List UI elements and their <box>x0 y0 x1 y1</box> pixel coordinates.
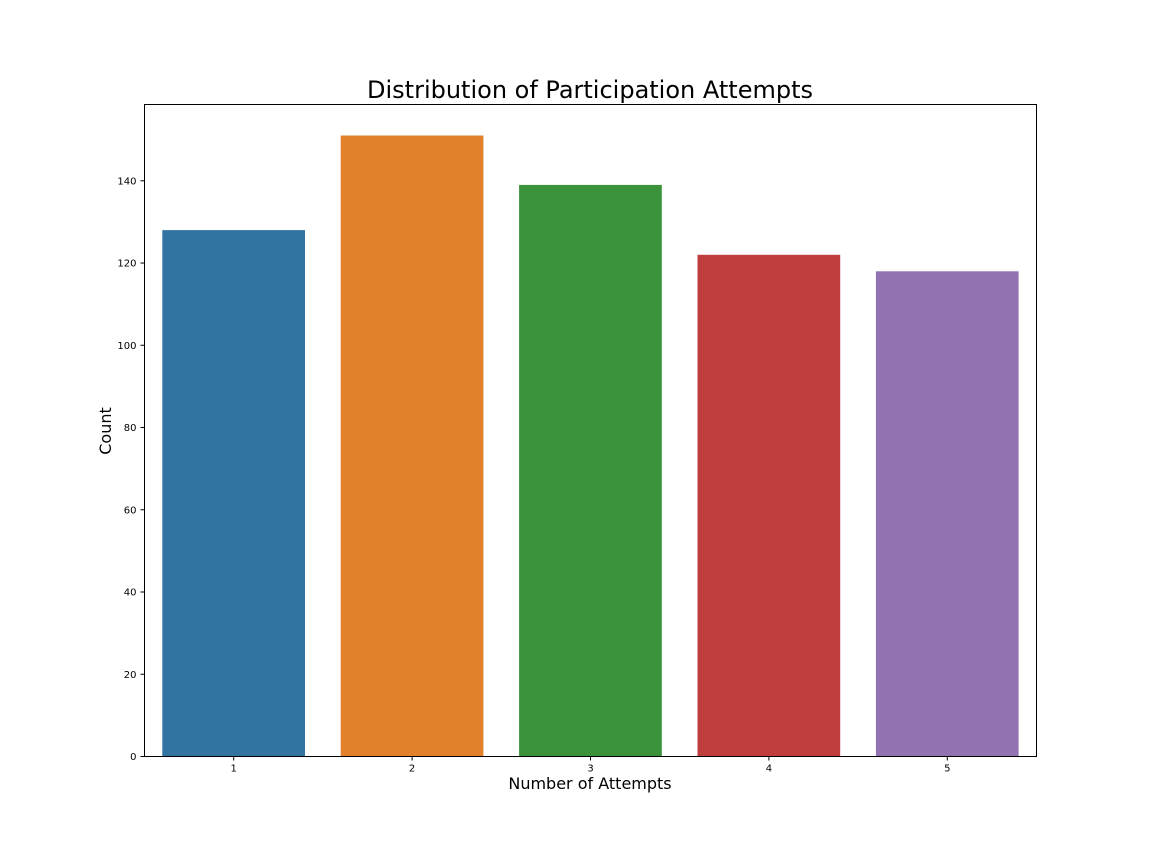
y-tick-label: 0 <box>130 752 136 763</box>
x-tick-label: 4 <box>766 764 772 775</box>
y-tick-label: 20 <box>124 670 137 681</box>
bar-4 <box>697 254 841 757</box>
y-tick-label: 140 <box>117 176 136 187</box>
y-axis-label: Count <box>96 407 115 455</box>
bar-5 <box>875 271 1019 757</box>
x-axis-label: Number of Attempts <box>508 774 671 793</box>
chart-title: Distribution of Participation Attempts <box>367 76 813 104</box>
y-tick-label: 40 <box>124 588 137 599</box>
y-tick-label: 60 <box>124 505 137 516</box>
bar-1 <box>162 230 305 757</box>
bar-3 <box>519 184 662 757</box>
bars-group <box>162 135 1019 757</box>
x-tick-label: 5 <box>944 764 950 775</box>
bar-2 <box>340 135 484 757</box>
y-tick-label: 120 <box>117 259 136 270</box>
x-tick-label: 2 <box>409 764 415 775</box>
y-tick-label: 80 <box>124 423 137 434</box>
y-axis: 0 20 40 60 80 100 120 140 <box>117 176 145 763</box>
y-tick-label: 100 <box>117 341 136 352</box>
x-axis: 1 2 3 4 5 <box>231 756 950 775</box>
x-tick-label: 1 <box>231 764 237 775</box>
x-tick-label: 3 <box>587 764 593 775</box>
